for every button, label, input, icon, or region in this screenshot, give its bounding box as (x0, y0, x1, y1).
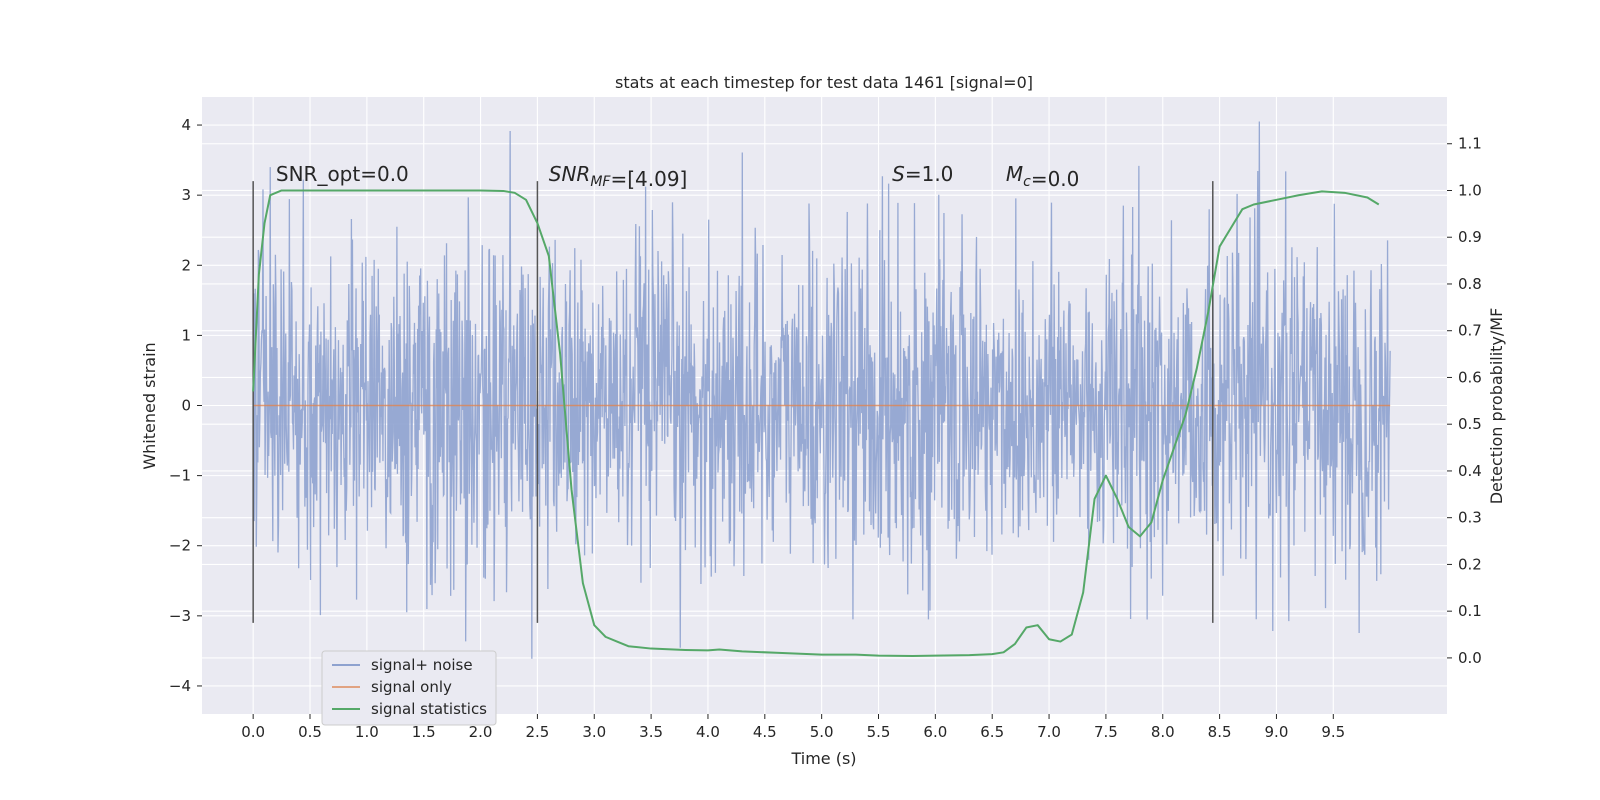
legend-label-noise: signal+ noise (371, 656, 473, 674)
y2-tick-label: 0.0 (1458, 649, 1482, 667)
chart-title: stats at each timestep for test data 146… (615, 73, 1033, 92)
statistics-line (252, 189, 1380, 658)
y2-tick-label: 1.1 (1458, 135, 1482, 153)
y2-tick-label: 0.3 (1458, 509, 1482, 527)
x-tick-label: 0.5 (298, 723, 322, 741)
annotation-part: SNR_opt=0.0 (276, 162, 409, 186)
y-tick-label: 1 (181, 326, 191, 344)
noise-series (252, 121, 1391, 659)
annotation-text: S=1.0 (892, 162, 953, 186)
annotation-text: SNR_opt=0.0 (276, 162, 409, 186)
y-tick-label: 4 (181, 116, 191, 134)
legend-label-statistics: signal statistics (371, 700, 487, 718)
x-tick-label: 8.5 (1208, 723, 1232, 741)
y2-tick-label: 0.5 (1458, 415, 1482, 433)
annotation-part: SNR (549, 162, 591, 186)
vertical-markers (252, 181, 1214, 623)
y2-tick-label: 0.1 (1458, 602, 1482, 620)
legend-box (321, 650, 497, 726)
x-tick-label: 2.5 (525, 723, 549, 741)
x-tick-label: 9.0 (1265, 723, 1289, 741)
y-tick-label: −4 (169, 677, 191, 695)
x-tick-label: 1.0 (355, 723, 379, 741)
x-tick-label: 8.0 (1151, 723, 1175, 741)
x-tick-label: 6.5 (980, 723, 1004, 741)
x-tick-label: 7.5 (1094, 723, 1118, 741)
y-axis-label: Whitened strain (140, 342, 159, 469)
y-tick-label: 2 (181, 256, 191, 274)
x-tick-label: 5.5 (867, 723, 891, 741)
x-tick-label: 0.0 (241, 723, 265, 741)
legend: signal+ noise signal only signal statist… (321, 650, 497, 726)
y2-tick-label: 0.8 (1458, 275, 1482, 293)
y2-tick-label: 0.4 (1458, 462, 1482, 480)
annotation-part: =0.0 (1031, 167, 1080, 191)
y-tick-label: 0 (181, 397, 191, 415)
annotation-part: M (1006, 162, 1023, 186)
x-tick-label: 9.5 (1321, 723, 1345, 741)
noise-trace (252, 121, 1391, 659)
y-tick-label: −3 (169, 607, 191, 625)
x-tick-label: 6.0 (923, 723, 947, 741)
y2-tick-label: 0.9 (1458, 228, 1482, 246)
annotation-text: Mc=0.0 (1006, 162, 1080, 191)
x-tick-label: 3.5 (639, 723, 663, 741)
y-tick-label: 3 (181, 186, 191, 204)
x-tick-label: 2.0 (469, 723, 493, 741)
y2-tick-label: 0.2 (1458, 555, 1482, 573)
annotation-part: c (1023, 174, 1031, 190)
x-tick-label: 4.0 (696, 723, 720, 741)
annotation-part: S (892, 162, 905, 186)
annotation-text: SNRMF=[4.09] (549, 162, 688, 191)
x-tick-label: 1.5 (412, 723, 436, 741)
annotation-part: =[4.09] (610, 167, 687, 191)
y-tick-label: −1 (169, 467, 191, 485)
y2-tick-label: 0.7 (1458, 322, 1482, 340)
annotation-layer: SNR_opt=0.0 SNRMF=[4.09] S=1.0 Mc=0.0 (276, 162, 1079, 191)
tick-layer: 0.0 0.5 1.0 1.5 2.0 2.5 3.0 3.5 4.0 4.5 5.0 5.5 6.0 6… (169, 116, 1482, 741)
x-tick-label: 5.0 (810, 723, 834, 741)
annotation-part: =1.0 (905, 162, 954, 186)
y2-tick-label: 1.0 (1458, 181, 1482, 199)
x-tick-label: 4.5 (753, 723, 777, 741)
x-axis-label: Time (s) (790, 749, 856, 768)
signal-statistics-series (252, 189, 1380, 658)
y2-axis-label: Detection probability/MF (1487, 308, 1506, 505)
legend-label-signal: signal only (371, 678, 452, 696)
y-tick-label: −2 (169, 537, 191, 555)
annotation-part: MF (590, 174, 611, 190)
x-tick-label: 3.0 (582, 723, 606, 741)
x-tick-label: 7.0 (1037, 723, 1061, 741)
y2-tick-label: 0.6 (1458, 368, 1482, 386)
